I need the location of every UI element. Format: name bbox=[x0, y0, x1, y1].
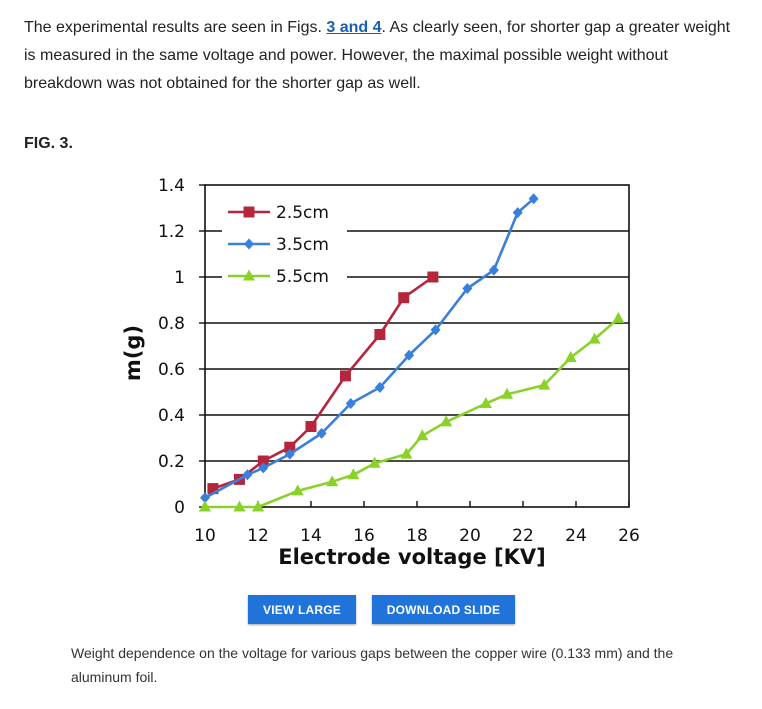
figs-link[interactable]: 3 and 4 bbox=[326, 19, 382, 36]
data-point bbox=[316, 427, 327, 439]
data-point bbox=[258, 462, 269, 474]
x-axis-label: Electrode voltage [KV] bbox=[278, 545, 545, 569]
data-point bbox=[284, 448, 295, 460]
data-point bbox=[512, 207, 523, 219]
series-line-5.5cm bbox=[205, 317, 620, 509]
data-point bbox=[257, 455, 269, 467]
figure-label: FIG. 3. bbox=[24, 135, 73, 152]
paragraph-text-after: . As clearly seen, for shorter gap a gre… bbox=[24, 19, 731, 92]
y-tick-label: 1 bbox=[174, 268, 185, 288]
legend-swatch-marker bbox=[243, 269, 255, 281]
data-point bbox=[479, 397, 492, 408]
data-point bbox=[430, 324, 441, 336]
data-point bbox=[252, 500, 264, 512]
y-tick-label: 0.4 bbox=[158, 406, 185, 426]
legend-label: 2.5cm bbox=[276, 203, 329, 223]
data-point bbox=[564, 351, 577, 362]
legend-swatch-marker bbox=[244, 238, 254, 250]
x-tick-label: 16 bbox=[353, 526, 375, 546]
data-point bbox=[368, 456, 381, 468]
legend-swatch-marker bbox=[243, 206, 255, 218]
data-point bbox=[347, 468, 360, 480]
data-point bbox=[400, 447, 413, 459]
y-tick-label: 0.8 bbox=[158, 314, 185, 334]
y-tick-label: 0.2 bbox=[158, 452, 185, 472]
data-point bbox=[326, 475, 339, 487]
figure-chart: 0 0.2 0.4 0.6 0.8 1 1.2 1.4 10 12 14 16 18 20 22 24 26 El… bbox=[121, 176, 640, 569]
paragraph-text-before: The experimental results are seen in Fig… bbox=[24, 19, 327, 36]
data-point bbox=[538, 378, 551, 390]
y-tick-label: 0 bbox=[174, 498, 185, 518]
figure-caption: Weight dependence on the voltage for var… bbox=[71, 645, 674, 685]
data-point bbox=[374, 381, 385, 393]
data-point bbox=[284, 441, 296, 453]
data-point bbox=[305, 421, 317, 432]
data-point bbox=[440, 415, 453, 427]
x-tick-label: 18 bbox=[406, 526, 428, 546]
data-point bbox=[416, 429, 429, 441]
download-slide-button[interactable]: DOWNLOAD SLIDE bbox=[372, 595, 515, 624]
data-point bbox=[233, 500, 246, 512]
x-tick-label: 10 bbox=[194, 526, 216, 546]
data-point bbox=[462, 283, 473, 294]
y-tick-label: 1.2 bbox=[158, 222, 185, 242]
y-axis-label: m(g) bbox=[121, 325, 145, 381]
data-point bbox=[242, 469, 253, 481]
x-tick-label: 24 bbox=[565, 526, 587, 546]
data-point bbox=[374, 329, 386, 340]
x-tick-label: 20 bbox=[459, 526, 481, 546]
body-paragraph: The experimental results are seen in Fig… bbox=[24, 14, 744, 98]
x-tick-label: 26 bbox=[618, 526, 640, 546]
data-point bbox=[207, 483, 219, 495]
data-point bbox=[588, 332, 601, 344]
data-point bbox=[488, 264, 499, 276]
data-point bbox=[528, 193, 539, 205]
data-point bbox=[345, 398, 356, 409]
data-point bbox=[339, 370, 351, 382]
data-point bbox=[404, 349, 415, 361]
view-large-button[interactable]: VIEW LARGE bbox=[248, 595, 356, 624]
data-point bbox=[200, 492, 210, 504]
data-point bbox=[199, 500, 211, 512]
data-point bbox=[291, 484, 304, 496]
data-point bbox=[398, 292, 410, 304]
x-tick-label: 22 bbox=[512, 526, 534, 546]
data-point bbox=[501, 387, 514, 399]
legend-label: 3.5cm bbox=[276, 235, 329, 255]
x-tick-label: 12 bbox=[247, 526, 269, 546]
y-tick-label: 1.4 bbox=[158, 176, 185, 196]
legend-label: 5.5cm bbox=[276, 267, 329, 287]
y-tick-label: 0.6 bbox=[158, 360, 185, 380]
data-point bbox=[612, 311, 625, 323]
data-point bbox=[427, 271, 439, 283]
x-tick-label: 14 bbox=[300, 526, 322, 546]
